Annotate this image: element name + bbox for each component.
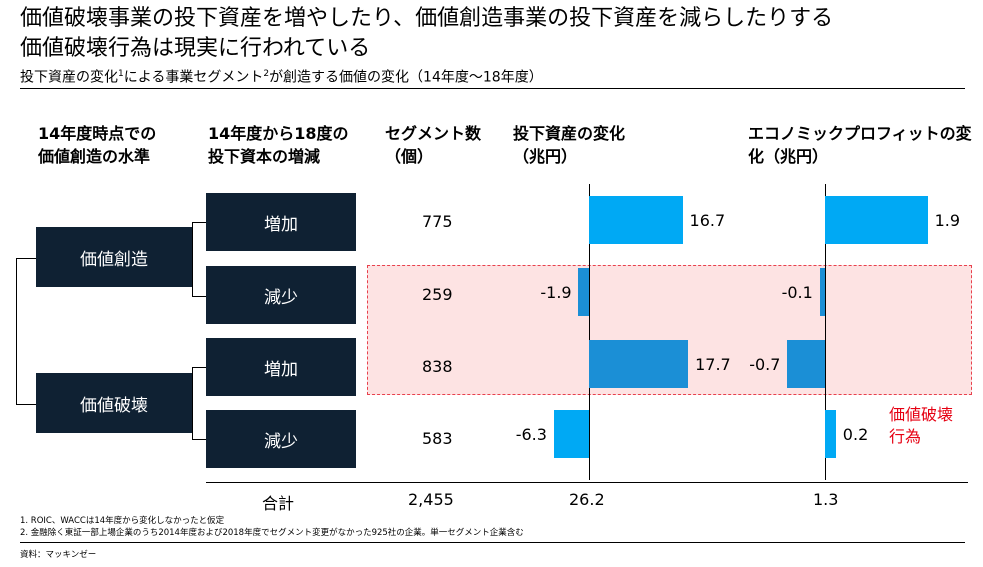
- header-ep-line-2: 化（兆円）: [748, 147, 829, 166]
- total-rule: [206, 482, 968, 483]
- group-label-value-destruction: 価値破壊: [80, 395, 148, 416]
- invest-bar: [589, 196, 683, 244]
- value-destruction-label-line-1: 価値破壊: [889, 405, 954, 424]
- subtitle-sup-1: 1: [118, 69, 124, 79]
- change-label: 減少: [264, 287, 298, 308]
- title-line-1: 価値破壊事業の投下資産を増やしたり、価値創造事業の投下資産を減らしたりする: [20, 6, 834, 31]
- subtitle-post: が創造する価値の変化（14年度～18年度）: [269, 69, 543, 86]
- value-destruction-label: 価値破壊 行為: [889, 404, 953, 448]
- value-destruction-label-line-2: 行為: [889, 427, 922, 446]
- header-segment-count: セグメント数 （個）: [385, 122, 481, 168]
- header-count-line-1: セグメント数: [385, 124, 482, 143]
- change-label: 増加: [264, 214, 298, 235]
- header-ep-line-1: エコノミックプロフィットの変: [748, 124, 972, 143]
- change-box-increase: 増加: [206, 193, 356, 251]
- invest-bar: [578, 268, 589, 316]
- total-invest: 26.2: [569, 490, 605, 509]
- group-box-value-creation: 価値創造: [36, 227, 192, 287]
- ep-bar: [825, 196, 928, 244]
- invest-value-label: 16.7: [689, 211, 726, 230]
- header-change-line-1: 14年度から18度の: [208, 124, 349, 143]
- ep-zero-axis: [825, 184, 826, 480]
- header-level-line-2: 価値創造の水準: [38, 147, 151, 166]
- header-change: 14年度から18度の 投下資本の増減: [208, 122, 349, 168]
- group-label-value-creation: 価値創造: [80, 249, 148, 270]
- change-label: 減少: [264, 431, 298, 452]
- header-ep-change: エコノミックプロフィットの変 化（兆円）: [748, 122, 972, 168]
- subtitle-pre: 投下資産の変化: [20, 69, 118, 86]
- invest-zero-axis: [589, 184, 590, 480]
- ep-value-label: -0.1: [781, 283, 813, 302]
- outer-bracket: [16, 258, 37, 405]
- total-ep: 1.3: [813, 490, 839, 509]
- ep-value-label: 1.9: [934, 211, 961, 230]
- subtitle-mid: による事業セグメント: [123, 69, 264, 86]
- header-level: 14年度時点での 価値創造の水準: [38, 122, 156, 168]
- segment-count: 838: [422, 357, 453, 376]
- ep-bar: [819, 268, 825, 316]
- segment-count: 583: [422, 429, 453, 448]
- header-rule: [20, 88, 965, 89]
- segment-count: 775: [422, 212, 453, 231]
- change-label: 増加: [264, 359, 298, 380]
- invest-value-label: -1.9: [540, 283, 572, 302]
- segment-count: 259: [422, 285, 453, 304]
- header-invest-change: 投下資産の変化 （兆円）: [513, 122, 625, 168]
- title-line-2: 価値破壊行為は現実に行われている: [20, 36, 371, 61]
- header-level-line-1: 14年度時点での: [38, 124, 157, 143]
- subtitle-sup-2: 2: [263, 69, 270, 79]
- header-change-line-2: 投下資本の増減: [208, 147, 321, 166]
- change-box-increase: 増加: [206, 338, 356, 396]
- invest-value-label: -6.3: [515, 425, 547, 444]
- header-count-line-2: （個）: [385, 147, 434, 166]
- change-box-decrease: 減少: [206, 410, 356, 468]
- bracket-creation: [192, 222, 207, 297]
- page-title: 価値破壊事業の投下資産を増やしたり、価値創造事業の投下資産を減らしたりする 価値…: [20, 4, 833, 64]
- footnote-2: 2. 金融除く東証一部上場企業のうち2014年度および2018年度でセグメント変…: [20, 528, 524, 538]
- header-invest-line-2: （兆円）: [513, 147, 578, 166]
- total-segments: 2,455: [408, 490, 454, 509]
- header-invest-line-1: 投下資産の変化: [513, 124, 626, 143]
- footer-rule: [20, 542, 965, 543]
- footnote-1: 1. ROIC、WACCは14年度から変化しなかったと仮定: [20, 516, 225, 526]
- ep-bar: [787, 340, 825, 388]
- invest-bar: [589, 340, 689, 388]
- invest-value-label: 17.7: [695, 355, 731, 374]
- bracket-destruction: [192, 367, 207, 440]
- source-note: 資料：マッキンゼー: [20, 550, 97, 560]
- ep-value-label: 0.2: [842, 425, 869, 444]
- group-box-value-destruction: 価値破壊: [36, 373, 192, 433]
- total-label: 合計: [262, 494, 295, 513]
- change-box-decrease: 減少: [206, 266, 356, 324]
- subtitle: 投下資産の変化1による事業セグメント2が創造する価値の変化（14年度～18年度）: [20, 64, 543, 88]
- ep-bar: [825, 410, 836, 458]
- ep-value-label: -0.7: [749, 355, 781, 374]
- invest-bar: [553, 410, 589, 458]
